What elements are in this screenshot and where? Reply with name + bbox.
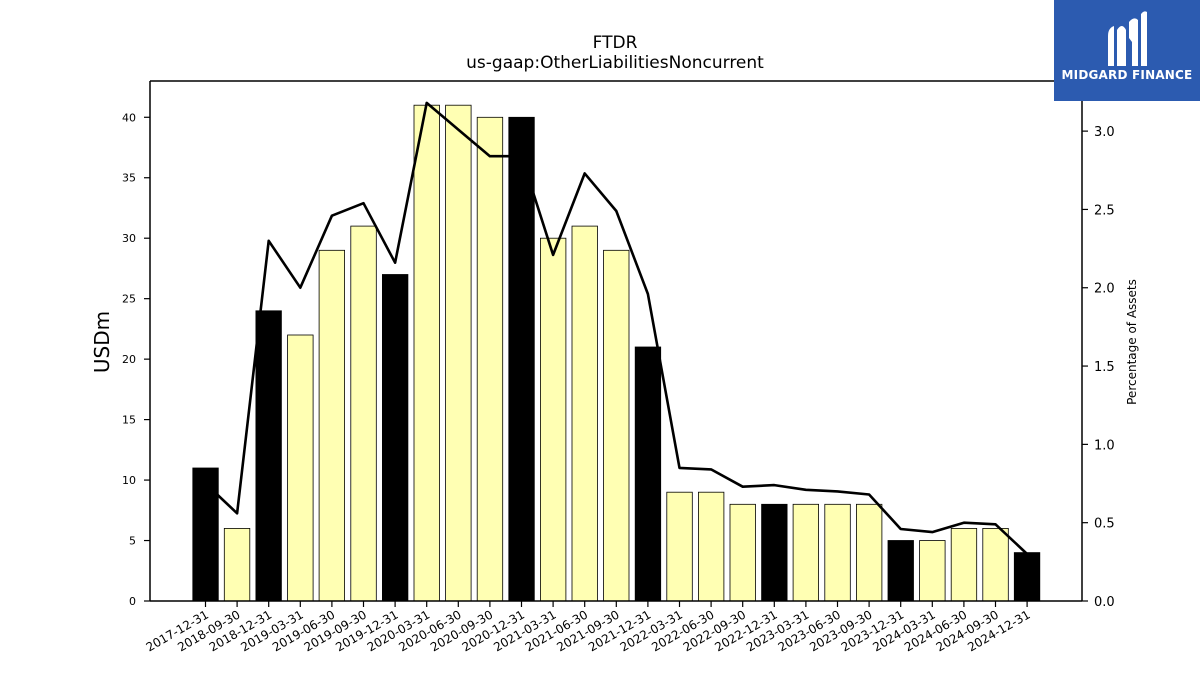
logo-text: MIDGARD FINANCE — [1061, 68, 1193, 82]
bar-2020-09-30 — [476, 116, 504, 602]
bar-2023-12-31 — [887, 540, 914, 602]
y2-tick-label: 0.0 — [1094, 595, 1115, 610]
y-axis-label: USDm — [90, 311, 114, 373]
y2-tick-label: 1.0 — [1094, 438, 1115, 453]
y-tick-label: 10 — [122, 474, 136, 487]
bar-2022-06-30 — [698, 491, 725, 602]
y2-tick-label: 0.5 — [1094, 517, 1115, 532]
bar-2024-12-31 — [1013, 552, 1041, 602]
bar-2024-03-31 — [919, 540, 946, 602]
bar-2023-09-30 — [856, 503, 883, 602]
bar-2022-09-30 — [729, 503, 756, 602]
y-tick-label: 0 — [129, 595, 136, 608]
chart-title: FTDR — [593, 33, 638, 53]
y-tick-label: 40 — [122, 111, 136, 124]
logo: MIDGARD FINANCE — [1054, 0, 1200, 101]
bar-2018-12-31 — [255, 310, 282, 602]
y2-tick-label: 1.5 — [1094, 360, 1115, 375]
y2-tick-label: 2.5 — [1094, 203, 1115, 218]
y-tick-label: 15 — [122, 414, 136, 427]
bar-2019-12-31 — [381, 274, 409, 602]
y2-axis-label: Percentage of Assets — [1125, 279, 1139, 405]
y2-tick-label: 2.0 — [1094, 282, 1115, 297]
percentage-line — [204, 101, 1028, 555]
bar-2018-09-30 — [223, 528, 251, 602]
bar-2021-12-31 — [634, 346, 662, 602]
y-tick-label: 25 — [122, 293, 136, 306]
bar-2019-03-31 — [287, 334, 314, 602]
y-tick-label: 35 — [122, 172, 136, 185]
bar-2022-03-31 — [666, 491, 693, 602]
bar-2021-09-30 — [603, 249, 630, 602]
bar-2020-03-31 — [413, 104, 440, 602]
bar-2022-12-31 — [761, 503, 788, 602]
bar-2019-06-30 — [318, 249, 346, 602]
bar-2017-12-31 — [192, 467, 219, 602]
y2-tick-label: 3.0 — [1094, 125, 1115, 140]
bar-2023-03-31 — [792, 503, 819, 602]
bar-2021-03-31 — [540, 237, 567, 602]
bar-2021-06-30 — [571, 225, 598, 602]
bar-2020-06-30 — [445, 104, 472, 602]
y-tick-label: 5 — [129, 535, 136, 548]
bar-2024-09-30 — [982, 528, 1009, 602]
y-tick-label: 20 — [122, 353, 136, 366]
bar-2023-06-30 — [824, 503, 851, 602]
chart-subtitle: us-gaap:OtherLiabilitiesNoncurrent — [466, 53, 764, 73]
y-tick-label: 30 — [122, 232, 136, 245]
bar-2019-09-30 — [350, 225, 377, 602]
bar-2024-06-30 — [950, 528, 978, 602]
midgard-logo-icon — [1108, 11, 1147, 67]
bar-2020-12-31 — [508, 116, 535, 602]
